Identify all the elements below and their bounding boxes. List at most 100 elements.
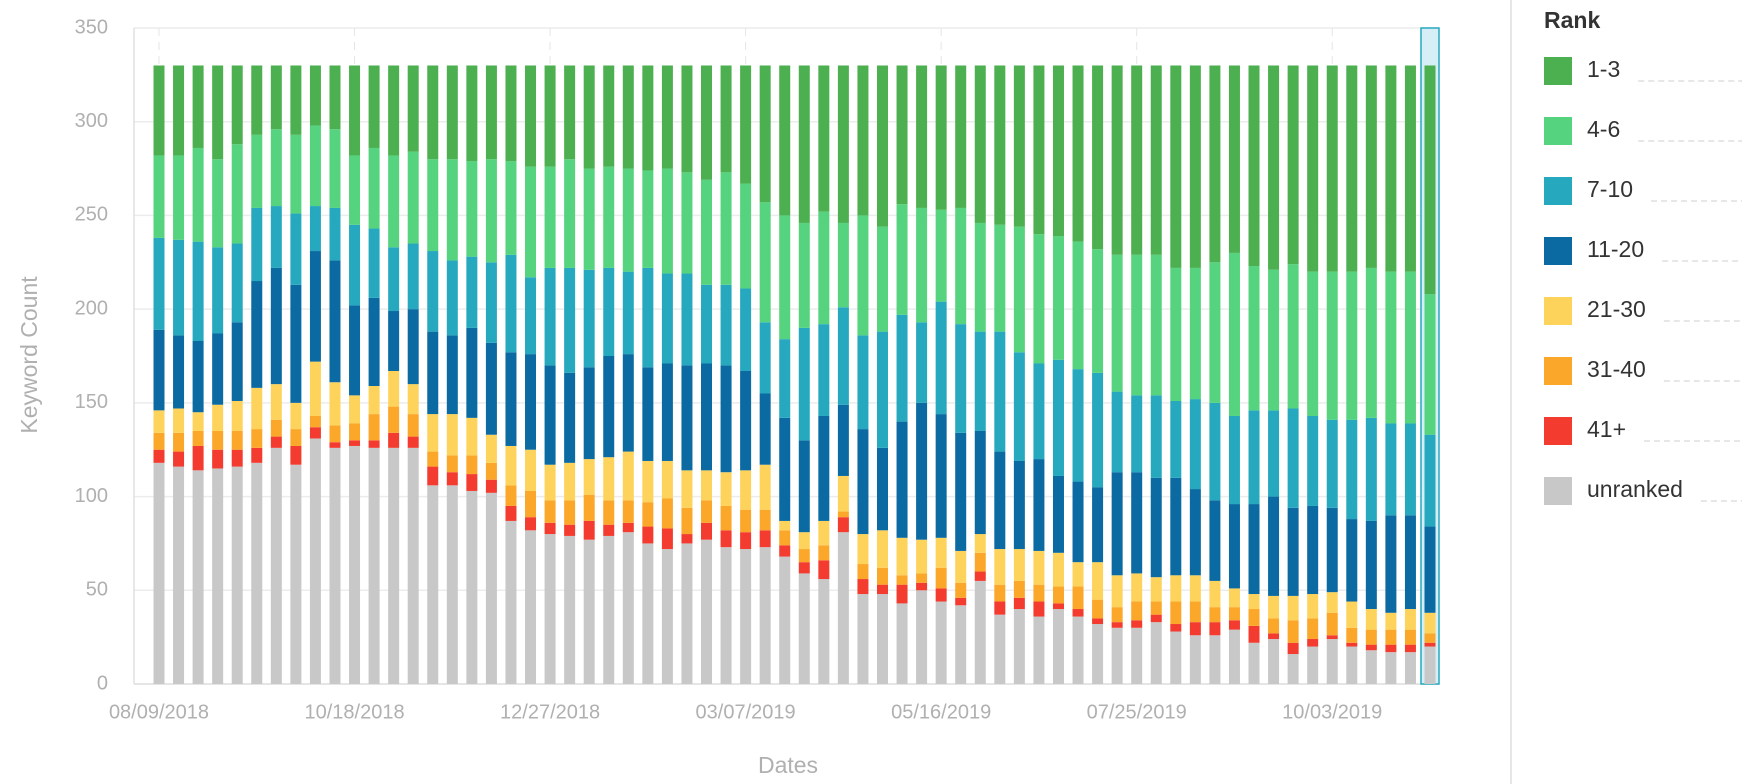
bar-segment xyxy=(1307,415,1319,506)
bar-segment xyxy=(1248,410,1260,505)
bar-segment xyxy=(1424,612,1436,634)
bar-segment xyxy=(759,322,771,394)
bar-segment xyxy=(270,447,282,684)
bar-segment xyxy=(1013,549,1025,581)
bar-segment xyxy=(329,207,341,261)
bar-segment xyxy=(916,582,928,591)
bar-segment xyxy=(622,532,634,684)
bar-segment xyxy=(974,65,986,223)
bar-segment xyxy=(485,159,497,263)
legend-label: 31-40 xyxy=(1587,356,1646,382)
bar-segment xyxy=(544,166,556,268)
bar-segment xyxy=(368,447,380,684)
bar-segment xyxy=(876,567,888,585)
bar-segment xyxy=(1365,650,1377,684)
bar-segment xyxy=(837,404,849,476)
bar-segment xyxy=(720,172,732,285)
x-tick-label: 08/09/2018 xyxy=(109,701,209,723)
bar-segment xyxy=(192,412,204,431)
bar-segment xyxy=(1365,609,1377,630)
x-tick-label: 12/27/2018 xyxy=(500,701,600,723)
bar-segment xyxy=(173,335,185,409)
bar-segment xyxy=(1092,249,1104,373)
bar-segment xyxy=(994,549,1006,585)
bar-segment xyxy=(681,65,693,173)
bar-segment xyxy=(212,65,224,160)
bar-segment xyxy=(466,474,478,491)
bar-segment xyxy=(251,207,263,282)
bar-segment xyxy=(407,151,419,244)
bar-segment xyxy=(1228,415,1240,505)
bar-segment xyxy=(173,451,185,467)
bar-segment xyxy=(173,408,185,433)
bar-segment xyxy=(544,365,556,465)
bar-segment xyxy=(1424,294,1436,435)
bar-segment xyxy=(1072,481,1084,563)
bar-segment xyxy=(916,590,928,684)
bar-segment xyxy=(955,432,967,551)
bar-segment xyxy=(661,528,673,550)
bar-segment xyxy=(1170,267,1182,401)
bar-segment xyxy=(935,601,947,684)
bar-segment xyxy=(212,449,224,469)
bar-segment xyxy=(759,65,771,203)
bar-segment xyxy=(994,331,1006,452)
bar-segment xyxy=(1111,254,1123,392)
bar-segment xyxy=(994,451,1006,550)
bar-segment xyxy=(622,451,634,501)
bar-segment xyxy=(1189,575,1201,602)
bar-segment xyxy=(1287,65,1299,265)
bar-segment xyxy=(642,543,654,684)
x-tick-label: 10/03/2019 xyxy=(1282,701,1382,723)
bar-segment xyxy=(290,213,302,285)
bar-segment xyxy=(1287,507,1299,596)
bar-segment xyxy=(1052,236,1064,360)
bar-segment xyxy=(994,224,1006,332)
bar-segment xyxy=(974,331,986,431)
bar-segment xyxy=(192,147,204,242)
legend-swatch xyxy=(1544,177,1572,205)
bar-segment xyxy=(153,237,165,330)
bar-segment xyxy=(1307,594,1319,619)
legend-label: 7-10 xyxy=(1587,176,1633,202)
bar-segment xyxy=(212,468,224,684)
x-axis-title: Dates xyxy=(758,752,818,778)
bar-segment xyxy=(1228,504,1240,589)
bar-segment xyxy=(388,406,400,433)
bar-segment xyxy=(349,224,361,306)
bar-segment xyxy=(251,387,263,430)
bar-segment xyxy=(916,65,928,208)
bar-segment xyxy=(701,284,713,364)
bar-segment xyxy=(192,430,204,446)
bar-segment xyxy=(1307,646,1319,684)
bar-segment xyxy=(427,331,439,415)
legend-swatch xyxy=(1544,417,1572,445)
bar-segment xyxy=(564,65,576,160)
bar-segment xyxy=(466,455,478,475)
bar-segment xyxy=(290,134,302,214)
bar-segment xyxy=(720,547,732,684)
bar-segment xyxy=(818,520,830,546)
bar-segment xyxy=(1052,586,1064,604)
bar-segment xyxy=(427,251,439,332)
bar-segment xyxy=(857,594,869,684)
bar-segment xyxy=(642,367,654,461)
bar-segment xyxy=(1404,609,1416,630)
bar-segment xyxy=(1131,472,1143,574)
bar-segment xyxy=(368,65,380,148)
bar-segment xyxy=(1033,363,1045,460)
bar-segment xyxy=(1013,597,1025,610)
bar-segment xyxy=(916,573,928,583)
bar-segment xyxy=(251,447,263,463)
bar-segment xyxy=(329,65,341,130)
bar-segment xyxy=(251,429,263,448)
bar-segment xyxy=(368,385,380,415)
bar-segment xyxy=(876,226,888,332)
bar-segment xyxy=(309,206,321,252)
bar-segment xyxy=(173,466,185,684)
bar-segment xyxy=(1404,644,1416,653)
bar-segment xyxy=(505,445,517,486)
bar-segment xyxy=(1228,252,1240,416)
bar-segment xyxy=(1131,601,1143,621)
bar-segment xyxy=(779,556,791,684)
